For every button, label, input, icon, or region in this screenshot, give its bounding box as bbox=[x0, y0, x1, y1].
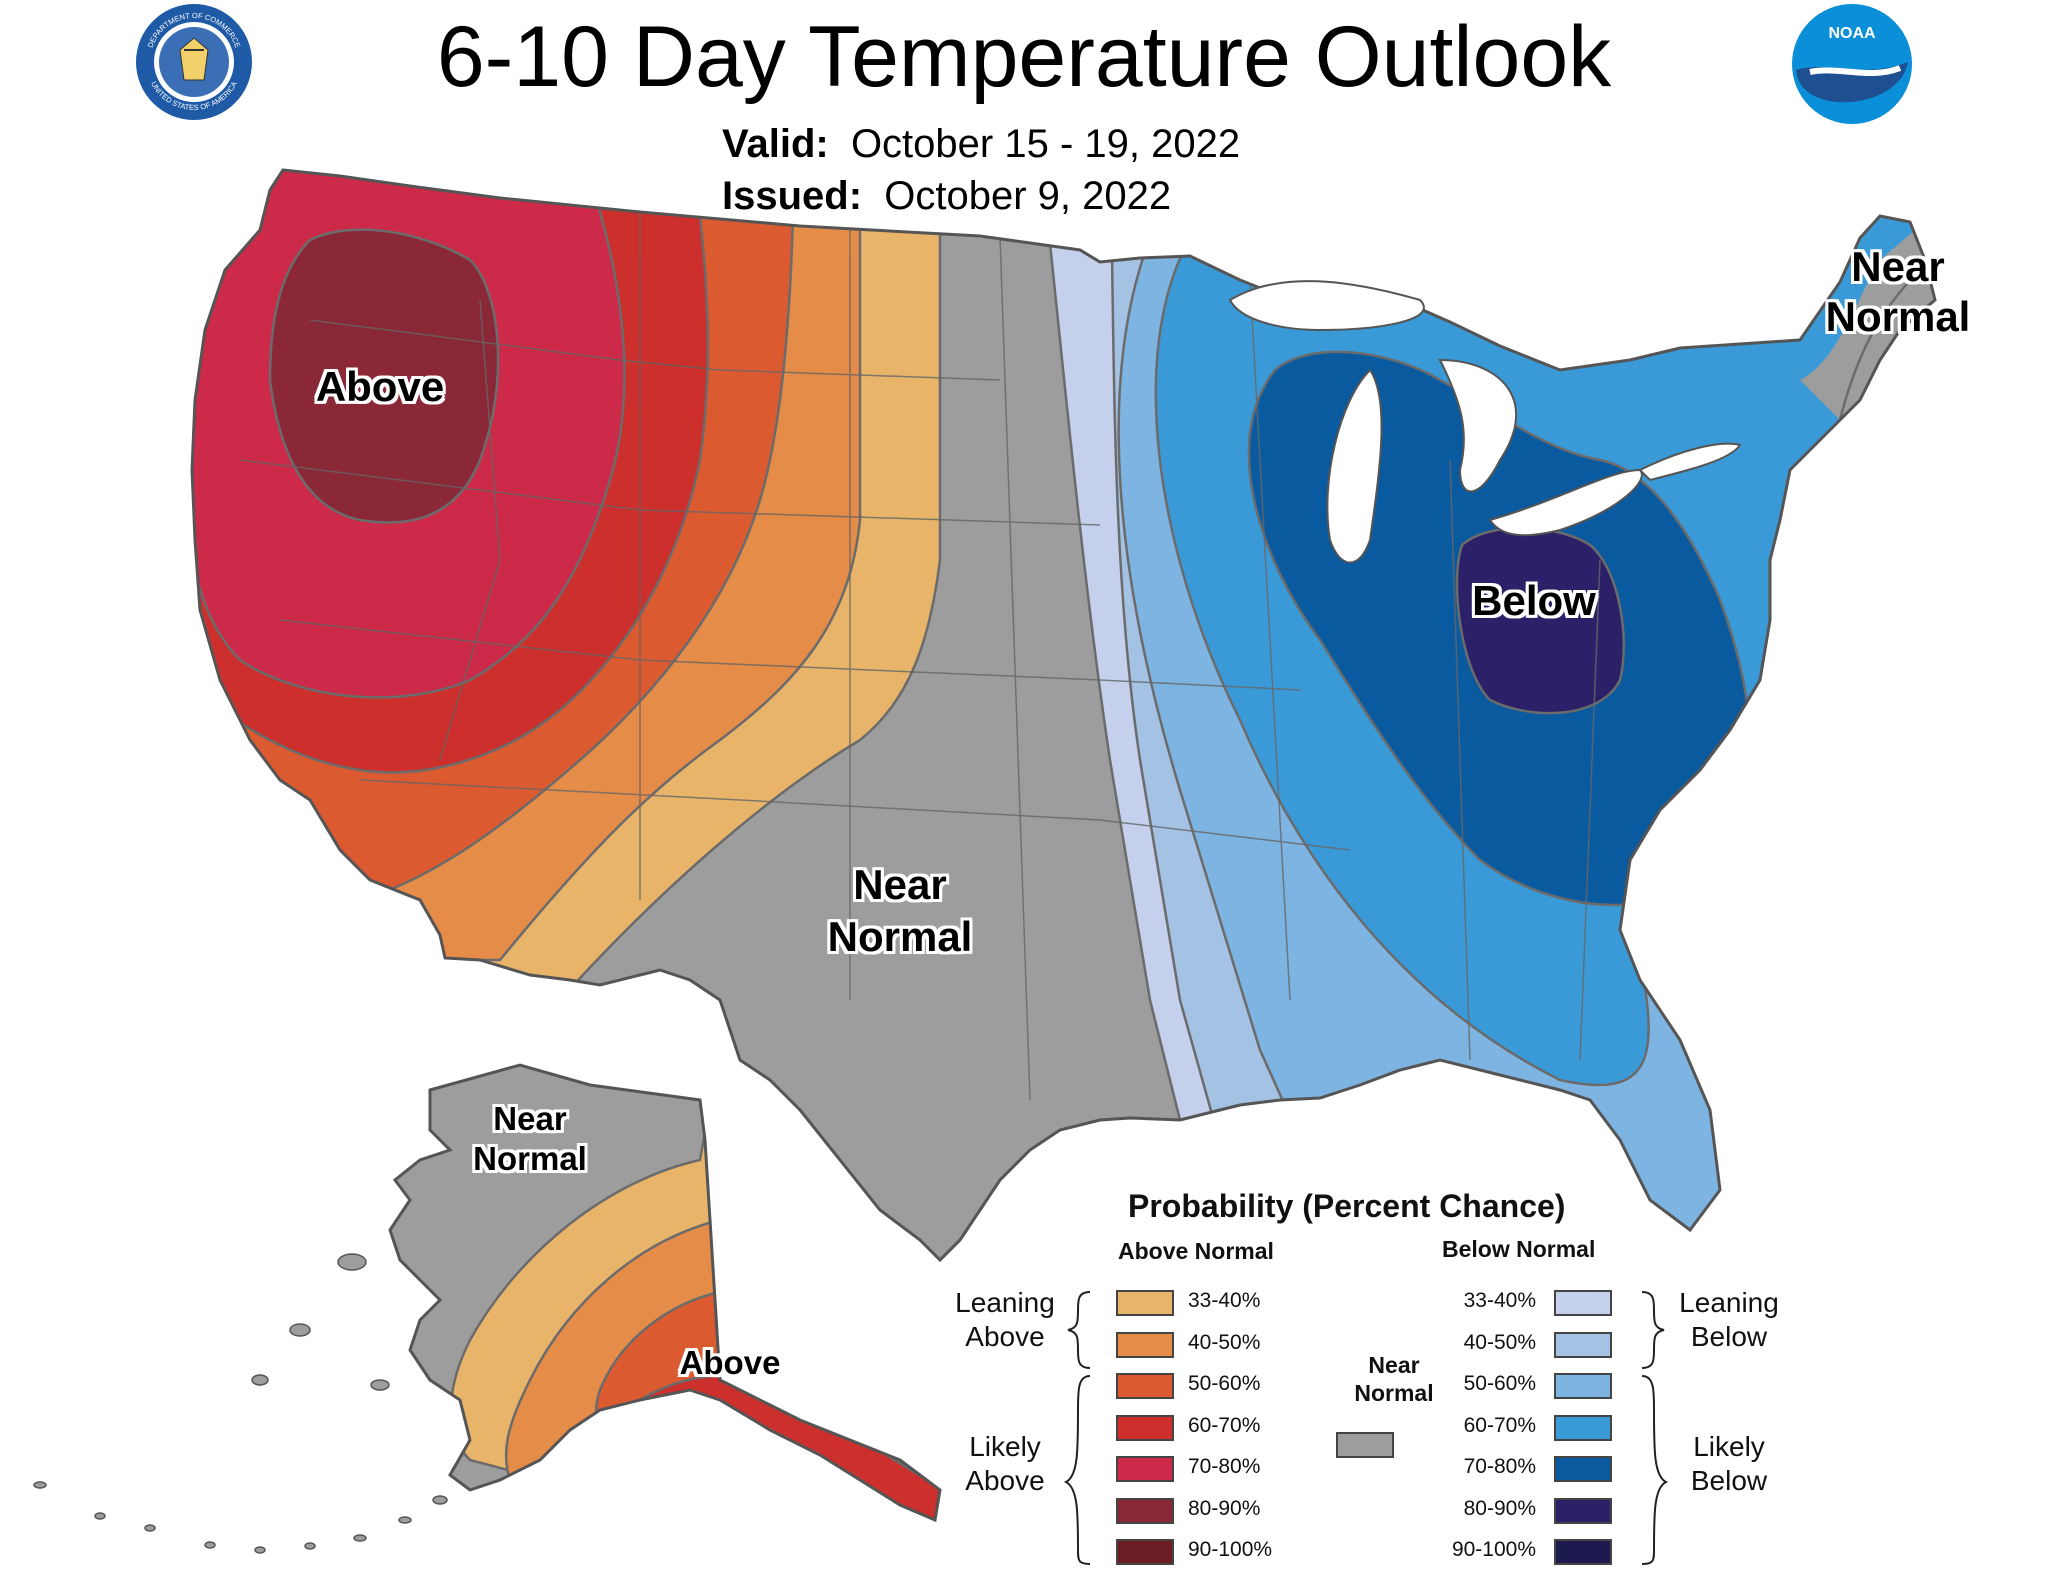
legend-leaning-above-line1: Leaning bbox=[955, 1287, 1055, 1318]
valid-dates: Valid: October 15 - 19, 2022 bbox=[722, 122, 1240, 167]
label-near-normal-alaska-line1: Near bbox=[493, 1100, 567, 1137]
legend-above-swatch bbox=[1116, 1290, 1174, 1316]
legend-likely-above-line2: Above bbox=[965, 1464, 1045, 1496]
legend-above-label: 50-60% bbox=[1188, 1372, 1261, 1395]
label-near-normal-southwest: Near Normal bbox=[800, 864, 1000, 958]
legend-below-label: 40-50% bbox=[1463, 1330, 1536, 1354]
legend-above-label: 80-90% bbox=[1188, 1496, 1261, 1520]
label-near-normal-alaska-line2: Normal bbox=[473, 1140, 587, 1177]
issued-date: Issued: October 9, 2022 bbox=[722, 174, 1171, 219]
label-near-normal-alaska: Near Normal bbox=[440, 1102, 620, 1175]
legend-leaning-below: Leaning Below bbox=[1654, 1286, 1804, 1353]
legend-above-swatch bbox=[1116, 1456, 1174, 1482]
legend-likely-below-line2: Below bbox=[1690, 1464, 1768, 1496]
legend-below-label: 33-40% bbox=[1463, 1289, 1536, 1312]
legend-above-swatch bbox=[1116, 1373, 1174, 1399]
commerce-seal: DEPARTMENT OF COMMERCE UNITED STATES OF … bbox=[136, 4, 252, 120]
label-near-normal-northeast-line1: Near bbox=[1851, 243, 1945, 290]
legend-near-line1: Near bbox=[1368, 1352, 1420, 1378]
legend-below-label: 60-70% bbox=[1463, 1413, 1536, 1437]
legend-below-swatch bbox=[1554, 1539, 1612, 1565]
legend-leaning-below-line2: Below bbox=[1690, 1320, 1768, 1352]
legend-above-label: 90-100% bbox=[1188, 1538, 1273, 1561]
valid-value: October 15 - 19, 2022 bbox=[850, 122, 1241, 166]
legend-below-swatch bbox=[1554, 1331, 1612, 1358]
legend-above-label: 60-70% bbox=[1188, 1413, 1261, 1437]
label-below-conus: Below bbox=[1472, 577, 1596, 624]
issued-label: Issued: bbox=[722, 174, 863, 218]
label-near-normal-southwest-line2: Normal bbox=[827, 913, 973, 960]
label-near-normal-northeast-line2: Normal bbox=[1825, 293, 1971, 340]
legend-below-swatch bbox=[1554, 1456, 1612, 1482]
commerce-seal-icon bbox=[136, 4, 252, 120]
page-title: 6-10 Day Temperature Outlook bbox=[436, 9, 1612, 105]
legend-above-label: 70-80% bbox=[1188, 1455, 1261, 1478]
legend-likely-below: Likely Below bbox=[1654, 1430, 1804, 1497]
legend-leaning-above: Leaning Above bbox=[930, 1286, 1080, 1353]
legend-likely-below-line1: Likely bbox=[1693, 1431, 1765, 1462]
issued-value: October 9, 2022 bbox=[884, 174, 1172, 218]
legend-above-label: 33-40% bbox=[1188, 1289, 1261, 1312]
label-above-alaska: Above bbox=[679, 1344, 781, 1381]
valid-label: Valid: bbox=[722, 122, 829, 166]
legend-above-swatch bbox=[1116, 1414, 1174, 1441]
legend-likely-above-line1: Likely bbox=[969, 1431, 1041, 1462]
legend-below-header: Below Normal bbox=[1442, 1236, 1596, 1262]
legend-above-header: Above Normal bbox=[1118, 1238, 1274, 1264]
legend-near-normal-label: Near Normal bbox=[1344, 1352, 1444, 1407]
legend-above-label: 40-50% bbox=[1188, 1330, 1261, 1354]
legend-near-normal-swatch bbox=[1336, 1432, 1394, 1458]
legend-below-swatch bbox=[1554, 1414, 1612, 1441]
legend-near-line2: Normal bbox=[1354, 1379, 1434, 1406]
legend-leaning-above-line2: Above bbox=[965, 1320, 1045, 1352]
noaa-logo-icon bbox=[1792, 4, 1912, 124]
legend-below-label: 80-90% bbox=[1463, 1496, 1536, 1520]
label-near-normal-northeast: Near Normal bbox=[1800, 246, 1996, 338]
legend-below-label: 70-80% bbox=[1463, 1455, 1536, 1478]
legend-below-swatch bbox=[1554, 1290, 1612, 1316]
label-near-normal-southwest-line1: Near bbox=[853, 861, 947, 908]
legend-below-swatch bbox=[1554, 1497, 1612, 1524]
legend-below-label: 50-60% bbox=[1463, 1372, 1536, 1395]
legend-above-swatch bbox=[1116, 1331, 1174, 1358]
legend-above-swatch bbox=[1116, 1539, 1174, 1565]
legend-below-label: 90-100% bbox=[1451, 1538, 1536, 1561]
legend-leaning-below-line1: Leaning bbox=[1679, 1287, 1779, 1318]
label-above-conus: Above bbox=[315, 363, 445, 410]
legend-likely-above: Likely Above bbox=[930, 1430, 1080, 1497]
noaa-logo-text: NOAA bbox=[1828, 25, 1876, 42]
legend-title: Probability (Percent Chance) bbox=[1128, 1188, 1566, 1224]
legend-above-swatch bbox=[1116, 1497, 1174, 1524]
legend-below-swatch bbox=[1554, 1373, 1612, 1399]
